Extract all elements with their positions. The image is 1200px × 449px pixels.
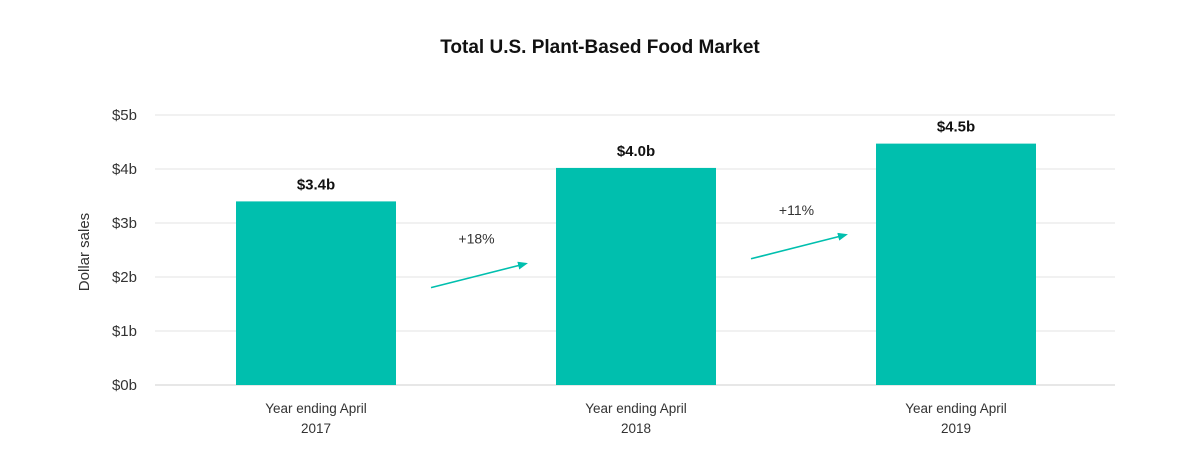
x-category-label: Year ending April 2019 xyxy=(905,401,1007,436)
y-tick-label: $4b xyxy=(112,161,137,178)
data-label: $3.4b xyxy=(297,176,335,193)
x-category-label: Year ending April 2018 xyxy=(585,401,687,436)
y-tick-label: $3b xyxy=(112,215,137,232)
x-axis-categories: Year ending April 2017 Year ending April 20… xyxy=(265,401,1007,436)
y-axis-label: Dollar sales xyxy=(76,213,93,291)
growth-annotations: +18% +11% xyxy=(430,202,848,289)
growth-arrow xyxy=(750,232,848,260)
bar xyxy=(236,201,396,385)
y-tick-label: $5b xyxy=(112,107,137,124)
chart-title: Total U.S. Plant-Based Food Market xyxy=(440,37,760,58)
bars xyxy=(236,143,1036,385)
data-label: $4.5b xyxy=(937,119,975,136)
bar xyxy=(876,143,1036,385)
bar xyxy=(556,167,716,385)
y-tick-label: $0b xyxy=(112,377,137,394)
growth-label: +11% xyxy=(779,202,814,218)
data-labels: $3.4b $4.0b $4.5b xyxy=(297,119,975,194)
growth-label: +18% xyxy=(458,231,494,247)
x-category-label: Year ending April 2017 xyxy=(265,401,367,436)
y-tick-label: $1b xyxy=(112,323,137,340)
y-axis-ticks: $0b $1b $2b $3b $4b $5b xyxy=(112,107,137,394)
y-tick-label: $2b xyxy=(112,269,137,286)
data-label: $4.0b xyxy=(617,143,655,160)
growth-arrow xyxy=(430,261,528,289)
